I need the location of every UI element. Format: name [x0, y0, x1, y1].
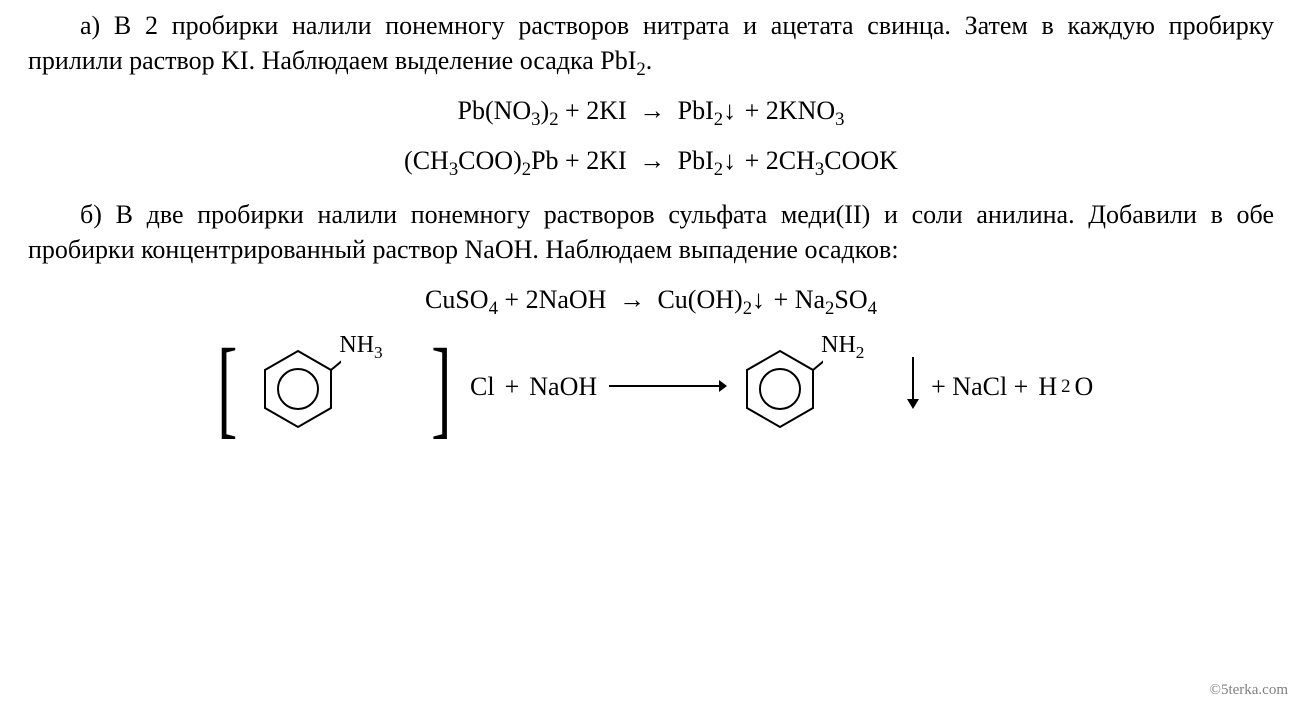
- down-arrow-icon: ↓: [723, 86, 738, 135]
- eq1-r1s: 2: [714, 109, 723, 130]
- eq3-r3s: 4: [868, 298, 877, 319]
- nh3-label: NH3: [339, 329, 382, 361]
- equation-2: (CH3COO)2Pb + 2KI → PbI2↓ + 2CH3COOK: [28, 136, 1274, 185]
- eq3-l2: + 2NaOH: [498, 285, 613, 314]
- eq2-l1s: 3: [449, 159, 458, 180]
- eq2-r2: + 2CH: [738, 146, 815, 175]
- h2o-group: H2O: [1038, 369, 1093, 404]
- eq2-l1: (CH: [404, 146, 449, 175]
- para-a-sub: 2: [636, 59, 645, 80]
- eq1-r2: + 2KNO: [738, 96, 835, 125]
- down-arrow-icon: ↓: [723, 136, 738, 185]
- eq1-r2s: 3: [835, 109, 844, 130]
- arrow-icon: →: [633, 136, 671, 185]
- eq3-l1s: 4: [489, 298, 498, 319]
- left-bracket-open: [: [217, 343, 237, 431]
- eq3-r1s: 2: [743, 298, 752, 319]
- equations-block-2: CuSO4 + 2NaOH → Cu(OH)2↓ + Na2SO4: [28, 275, 1274, 324]
- plus-1: +: [505, 369, 520, 404]
- eq3-l1: CuSO: [425, 285, 489, 314]
- eq1-l1: Pb(NO: [457, 96, 531, 125]
- down-arrow-icon: ↓: [752, 275, 767, 324]
- eq2-l2: COO): [458, 146, 522, 175]
- nh2-label: NH2: [821, 329, 864, 361]
- para-b-text: б) В две пробирки налили понемногу раств…: [28, 200, 1274, 264]
- eq2-r1s: 2: [714, 159, 723, 180]
- eq3-r2s: 2: [825, 298, 834, 319]
- eq2-r2s: 3: [815, 159, 824, 180]
- eq3-r3: SO: [834, 285, 867, 314]
- paragraph-a: а) В 2 пробирки налили понемногу раствор…: [28, 8, 1274, 78]
- eq3-r2: + Na: [767, 285, 825, 314]
- equations-block-1: Pb(NO3)2 + 2KI → PbI2↓ + 2KNO3 (CH3COO)2…: [28, 86, 1274, 185]
- h2o-o: O: [1074, 369, 1093, 404]
- eq1-l2s: 2: [549, 109, 558, 130]
- left-bracket-close: ]: [432, 343, 452, 431]
- nh2-text: NH: [821, 332, 856, 358]
- paragraph-b: б) В две пробирки налили понемногу раств…: [28, 197, 1274, 267]
- benzene-left: NH3: [255, 337, 341, 437]
- arrow-icon: →: [633, 86, 671, 135]
- para-a-end: .: [646, 46, 653, 75]
- eq1-l1s: 3: [531, 109, 540, 130]
- h2o-h: H: [1038, 369, 1057, 404]
- aniline-reaction: [ NH3 ] Cl + NaOH: [28, 337, 1274, 437]
- products-tail: + NaCl +: [931, 369, 1028, 404]
- nh3-sub: 3: [374, 342, 383, 361]
- nh3-text: NH: [339, 332, 374, 358]
- eq1-l2: ): [541, 96, 550, 125]
- eq1-r1: PbI: [671, 96, 714, 125]
- eq2-r3: COOK: [824, 146, 898, 175]
- nh2-sub: 2: [856, 342, 865, 361]
- precipitate-down-arrow-icon: [905, 355, 921, 422]
- eq3-r1: Cu(OH): [651, 285, 743, 314]
- watermark: ©5terka.com: [1210, 682, 1288, 699]
- reagent-naoh: NaOH: [529, 369, 597, 404]
- benzene-right: NH2: [737, 337, 823, 437]
- arrow-icon: →: [613, 275, 651, 324]
- eq1-l3: + 2KI: [559, 96, 634, 125]
- counterion: Cl: [470, 369, 495, 404]
- equation-3: CuSO4 + 2NaOH → Cu(OH)2↓ + Na2SO4: [28, 275, 1274, 324]
- long-arrow-icon: [607, 369, 727, 404]
- eq2-r1: PbI: [671, 146, 714, 175]
- eq2-l3: Pb + 2KI: [531, 146, 633, 175]
- equation-1: Pb(NO3)2 + 2KI → PbI2↓ + 2KNO3: [28, 86, 1274, 135]
- eq2-l2s: 2: [522, 159, 531, 180]
